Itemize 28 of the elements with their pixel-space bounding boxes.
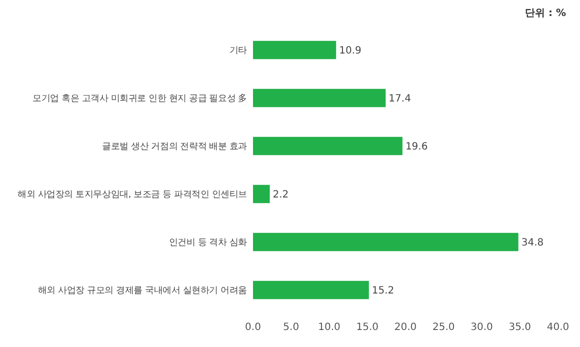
x-tick-label: 0.0 (245, 322, 261, 333)
y-tick-label: 모기업 혹은 고객사 미회귀로 인한 현지 공급 필요성 多 (32, 93, 248, 104)
x-tick-label: 20.0 (394, 322, 417, 333)
data-label: 17.4 (388, 94, 411, 104)
x-tick-label: 35.0 (508, 322, 532, 333)
x-tick-label: 5.0 (283, 322, 300, 333)
y-tick-label: 기타 (229, 46, 248, 56)
bar (253, 232, 518, 252)
bar (253, 40, 336, 60)
bar (253, 184, 270, 204)
x-tick-label: 10.0 (318, 322, 340, 333)
x-tick-label: 30.0 (470, 322, 493, 333)
x-tick-label: 40.0 (546, 322, 570, 333)
bar (253, 88, 386, 108)
data-label: 2.2 (272, 190, 289, 200)
y-tick-label: 글로벌 생산 거점의 전략적 배분 효과 (102, 142, 248, 152)
x-tick-label: 15.0 (356, 322, 379, 333)
data-label: 19.6 (405, 142, 428, 152)
bar (253, 136, 402, 156)
y-tick-label: 해외 사업장 규모의 경제를 국내에서 실현하기 어려움 (38, 286, 248, 296)
y-tick-label: 인건비 등 격차 심화 (168, 238, 248, 248)
x-tick-label: 25.0 (432, 322, 455, 333)
text: 단위 : % (525, 8, 566, 19)
data-label: 10.9 (339, 46, 362, 56)
data-label: 15.2 (372, 286, 394, 296)
bar (253, 280, 369, 300)
data-label: 34.8 (521, 238, 544, 248)
y-tick-label: 해외 사업장의 토지무상임대, 보조금 등 파격적인 인센티브 (18, 190, 248, 200)
